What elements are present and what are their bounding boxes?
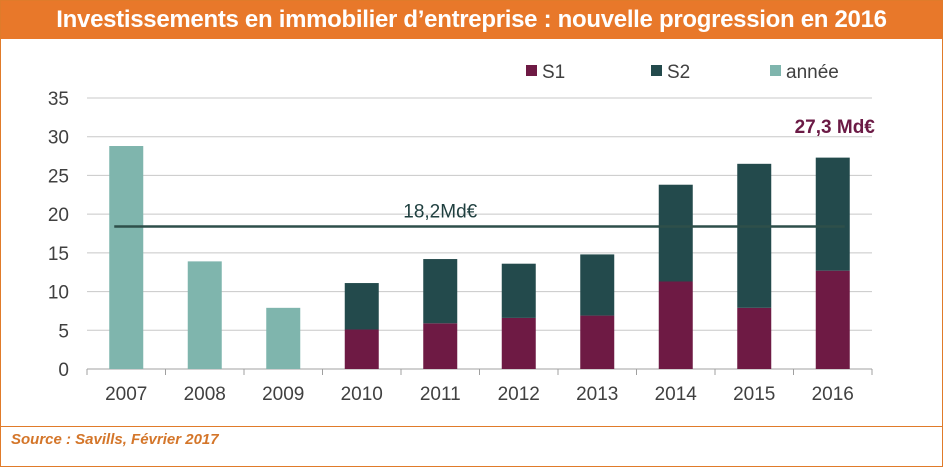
y-tick-label-10: 10 (48, 283, 69, 304)
bar-s1-2012 (501, 317, 536, 369)
x-tick-label-2009: 2009 (262, 384, 304, 405)
legend-label-annee: année (786, 62, 839, 83)
bar-s2-2010 (344, 283, 379, 330)
y-tick-label-25: 25 (48, 166, 69, 187)
x-tick-label-2007: 2007 (105, 384, 147, 405)
bar-s2-2011 (423, 259, 458, 324)
x-tick-label-2010: 2010 (341, 384, 383, 405)
x-tick-label-2012: 2012 (498, 384, 540, 405)
bar-s1-2014 (658, 281, 693, 369)
y-tick-label-20: 20 (48, 205, 69, 226)
bar-s1-2015 (737, 307, 772, 369)
bar-s2-2013 (580, 254, 615, 316)
legend-label-s2: S2 (667, 62, 690, 83)
bar-s1-2013 (580, 315, 615, 369)
bar-s1-2011 (423, 323, 458, 369)
legend-swatch-s2 (651, 65, 662, 76)
bar-s2-2015 (737, 163, 772, 308)
source-note: Source : Savills, Février 2017 (11, 431, 219, 448)
bar-annee-2008 (187, 261, 222, 369)
bar-annee-2009 (266, 307, 301, 369)
bar-s2-2014 (658, 184, 693, 282)
bar-s2-2012 (501, 263, 536, 318)
x-tick-label-2008: 2008 (184, 384, 226, 405)
chart-title: Investissements en immobilier d’entrepri… (1, 1, 942, 39)
x-tick-label-2013: 2013 (576, 384, 618, 405)
y-tick-label-0: 0 (58, 360, 69, 381)
legend-label-s1: S1 (542, 62, 565, 83)
source-divider (1, 426, 942, 427)
legend-swatch-s1 (526, 65, 537, 76)
x-tick-label-2015: 2015 (733, 384, 775, 405)
y-tick-label-35: 35 (48, 89, 69, 110)
y-tick-label-15: 15 (48, 244, 69, 265)
y-tick-label-5: 5 (58, 321, 69, 342)
y-tick-label-30: 30 (48, 128, 69, 149)
bar-annee-2007 (109, 146, 144, 369)
legend-swatch-annee (770, 65, 781, 76)
x-tick-label-2011: 2011 (420, 384, 461, 405)
average-line-label: 18,2Md€ (403, 202, 477, 223)
x-tick-label-2016: 2016 (812, 384, 854, 405)
bar-s1-2010 (344, 329, 379, 369)
total-annotation-2016: 27,3 Md€ (795, 117, 876, 138)
bar-s1-2016 (815, 270, 850, 369)
bar-s2-2016 (815, 157, 850, 271)
x-tick-label-2014: 2014 (655, 384, 698, 405)
